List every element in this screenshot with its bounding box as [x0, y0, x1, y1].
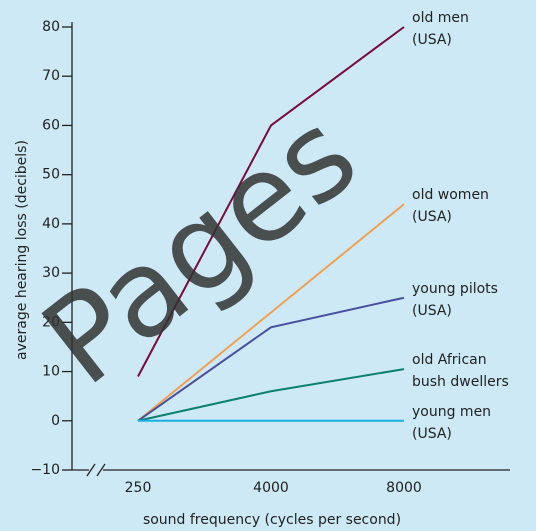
y-tick-label: −10 [30, 462, 60, 478]
series-label: old African bush dwellers [412, 352, 509, 391]
x-tick-label: 4000 [253, 480, 289, 496]
x-axis-label: sound frequency (cycles per second) [143, 512, 401, 528]
x-tick-label: 250 [125, 480, 152, 496]
series-label: young pilots (USA) [412, 280, 498, 319]
y-tick-label: 50 [42, 167, 60, 183]
series-line [137, 296, 405, 422]
y-tick-label: 70 [42, 68, 60, 84]
axis-break [96, 463, 106, 477]
y-tick-label: 0 [51, 413, 60, 429]
axis-break [86, 463, 96, 477]
series-line [137, 368, 405, 422]
series-label: old women (USA) [412, 187, 489, 226]
y-tick-label: 60 [42, 117, 60, 133]
axis-break-gap [89, 462, 103, 478]
y-tick-label: 80 [42, 19, 60, 35]
y-tick-label: 10 [42, 364, 60, 380]
y-tick-label: 30 [42, 265, 60, 281]
series-label: young men (USA) [412, 403, 492, 442]
x-tick-label: 8000 [386, 480, 422, 496]
series-label: old men (USA) [412, 10, 469, 48]
series-line [137, 26, 405, 377]
y-axis-label: average hearing loss (decibels) [14, 140, 30, 360]
y-tick-label: 40 [42, 216, 60, 232]
series-line [137, 203, 405, 422]
watermark: Pages [18, 85, 382, 412]
y-tick-label: 20 [42, 314, 60, 330]
